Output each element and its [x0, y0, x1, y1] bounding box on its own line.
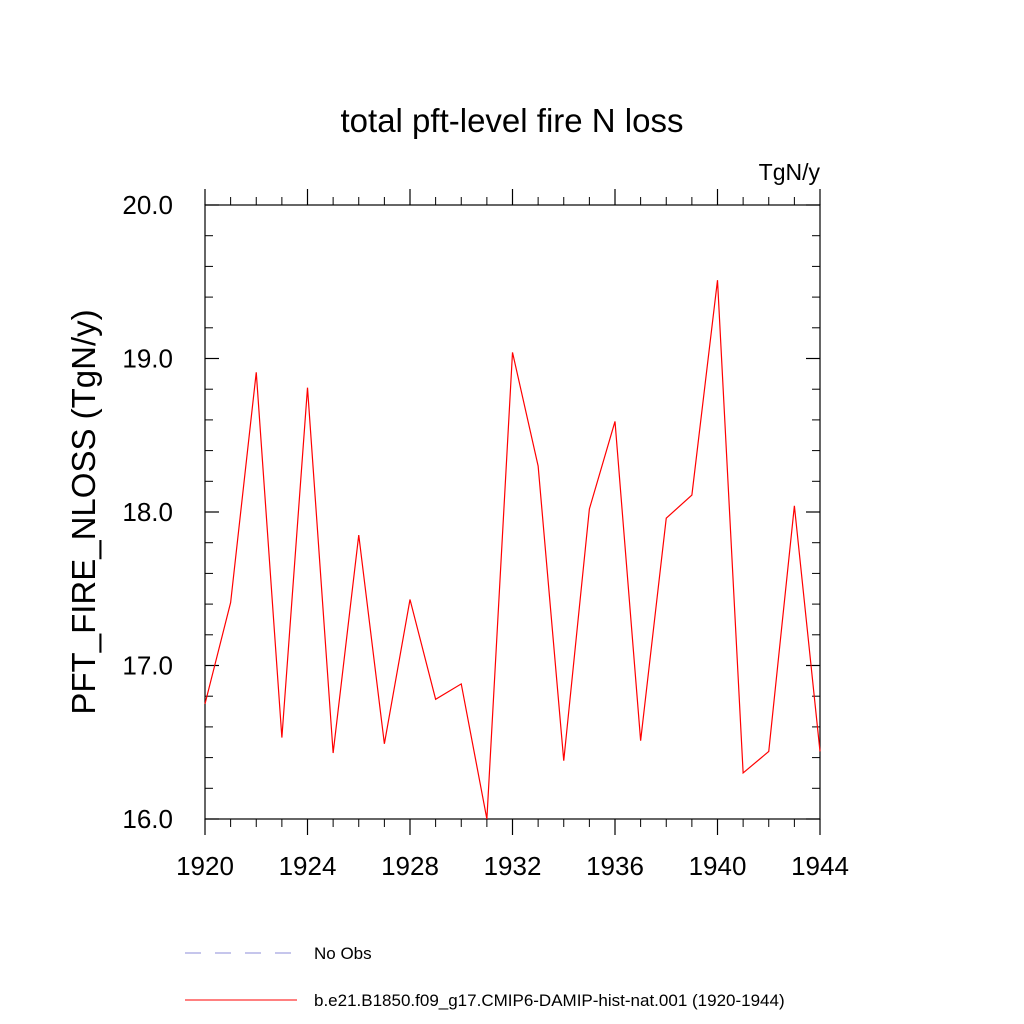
- y-tick-label: 20.0: [122, 190, 173, 220]
- y-tick-label: 18.0: [122, 497, 173, 527]
- y-tick-label: 17.0: [122, 651, 173, 681]
- x-tick-label: 1940: [689, 851, 747, 881]
- x-tick-label: 1924: [279, 851, 337, 881]
- series-line: [204, 280, 821, 820]
- units-label: TgN/y: [759, 159, 821, 185]
- x-tick-label: 1928: [381, 851, 439, 881]
- legend-label: No Obs: [314, 944, 372, 963]
- y-tick-labels: 16.0 17.0 18.0 19.0 20.0: [122, 190, 173, 834]
- x-tick-label: 1932: [484, 851, 542, 881]
- x-tick-label: 1920: [176, 851, 234, 881]
- series-layer: [204, 280, 821, 820]
- minor-ticks: [205, 197, 820, 827]
- x-tick-label: 1944: [791, 851, 849, 881]
- major-ticks: [204, 189, 821, 835]
- y-axis-label: PFT_FIRE_NLOSS (TgN/y): [65, 309, 102, 714]
- chart-title: total pft-level fire N loss: [341, 102, 684, 139]
- y-tick-label: 16.0: [122, 804, 173, 834]
- y-tick-label: 19.0: [122, 344, 173, 374]
- legend: No Obs b.e21.B1850.f09_g17.CMIP6-DAMIP-hi…: [185, 944, 785, 1010]
- plot-frame: [204, 204, 821, 820]
- legend-label: b.e21.B1850.f09_g17.CMIP6-DAMIP-hist-nat…: [314, 991, 785, 1010]
- x-tick-labels: 1920 1924 1928 1932 1936 1940 1944: [176, 851, 849, 881]
- x-tick-label: 1936: [586, 851, 644, 881]
